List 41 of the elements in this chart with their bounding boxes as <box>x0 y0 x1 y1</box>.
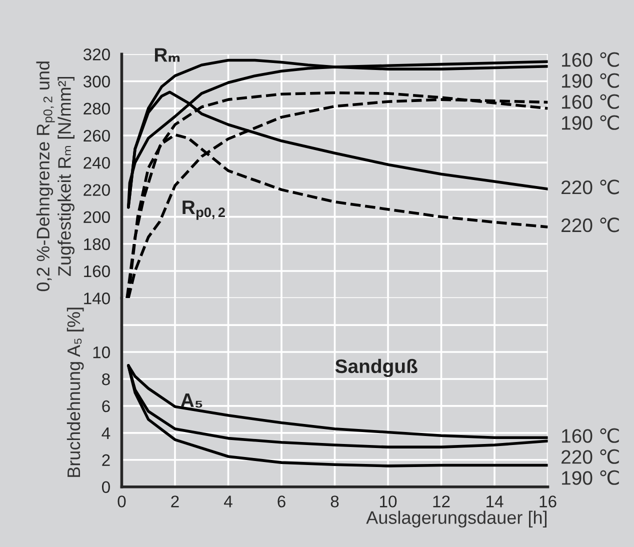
y-tick-label: 4 <box>102 427 110 439</box>
y-tick-label: 220 <box>84 184 110 196</box>
x-tick-label: 10 <box>380 496 397 508</box>
annotation: A₅ <box>180 394 202 408</box>
annotation: Rₘ <box>154 48 180 62</box>
series-label: 190 ℃ <box>562 115 619 130</box>
series-label: 160 ℃ <box>562 428 619 443</box>
y-tick-label: 160 <box>84 265 110 278</box>
x-tick-label: 0 <box>118 496 126 508</box>
y-tick-label: 10 <box>93 346 110 358</box>
series-label: 190 ℃ <box>562 73 619 88</box>
y-tick-label: 280 <box>84 102 110 115</box>
series-label: 220 ℃ <box>562 218 619 232</box>
x-tick-label: 8 <box>330 496 339 508</box>
series-label: 160 ℃ <box>562 94 619 109</box>
y-tick-label: 240 <box>84 156 110 169</box>
y-tick-label: 0 <box>102 481 110 494</box>
x-tick-label: 12 <box>433 496 450 508</box>
y-axis-title: Bruchdehnung A₅ [%] <box>66 308 84 477</box>
y-tick-label: 320 <box>83 48 110 60</box>
y-tick-label: 200 <box>84 211 110 223</box>
x-tick-label: 2 <box>171 496 179 508</box>
x-tick-label: 16 <box>540 496 556 508</box>
annotation: Sandguß <box>335 358 418 378</box>
y-tick-label: 180 <box>84 238 110 250</box>
x-axis-title: Auslagerungsdauer [h] <box>366 510 547 528</box>
x-tick-label: 6 <box>278 496 286 508</box>
y-tick-label: 8 <box>102 373 110 386</box>
series-label: 220 ℃ <box>562 449 619 464</box>
y-tick-label: 300 <box>83 76 110 88</box>
y-tick-label: 140 <box>84 292 110 304</box>
series-label: 220 ℃ <box>562 180 619 194</box>
annotation: R$_{p0,2}$ <box>182 200 225 220</box>
series-label: 190 ℃ <box>562 470 619 485</box>
y-tick-label: 6 <box>102 400 110 412</box>
y-tick-label: 2 <box>102 454 110 466</box>
y-tick-label: 260 <box>84 130 110 142</box>
y-axis-title: 0,2 %-Dehngrenze R$_{p0,2}$ und Zugfestigkeit Rₘ [N/mm²] <box>36 62 74 292</box>
series-label: 160 ℃ <box>562 52 619 67</box>
x-tick-label: 4 <box>224 496 232 508</box>
x-tick-label: 14 <box>486 496 504 508</box>
